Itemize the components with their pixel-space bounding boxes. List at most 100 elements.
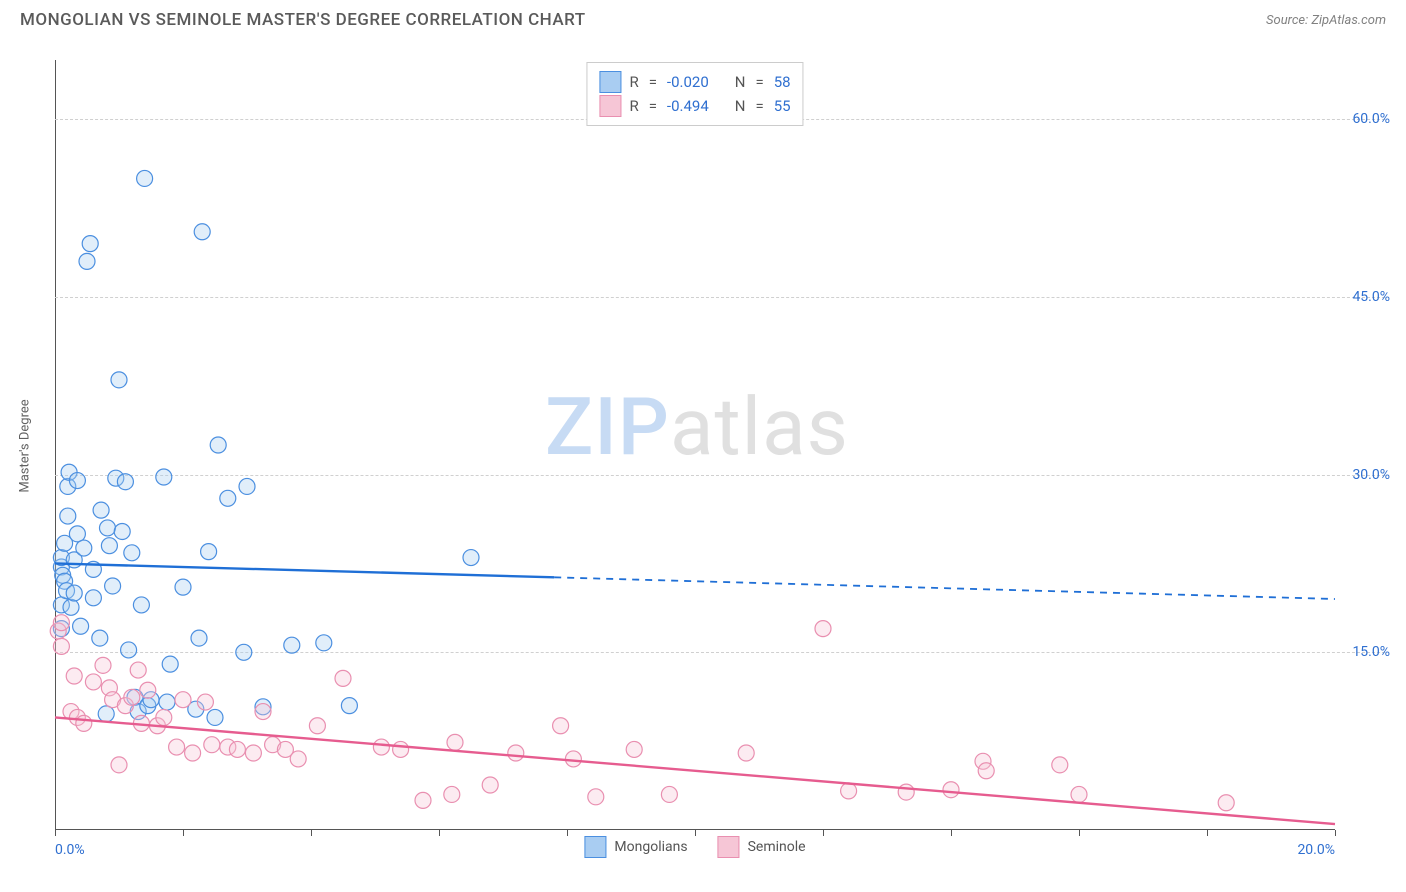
legend-swatch-1 <box>599 71 621 93</box>
scatter-point <box>137 170 153 186</box>
x-tick <box>183 830 184 836</box>
scatter-point <box>553 718 569 734</box>
scatter-point <box>284 637 300 653</box>
legend-r-value-1: -0.020 <box>667 73 709 91</box>
scatter-point <box>815 621 831 637</box>
scatter-point <box>236 644 252 660</box>
x-tick <box>311 830 312 836</box>
scatter-point <box>53 615 69 631</box>
trendline-solid <box>55 563 554 577</box>
scatter-point <box>175 692 191 708</box>
scatter-point <box>898 784 914 800</box>
scatter-point <box>373 739 389 755</box>
scatter-point <box>841 783 857 799</box>
x-tick <box>1335 830 1336 836</box>
scatter-point <box>175 579 191 595</box>
y-tick-label: 15.0% <box>1352 644 1390 660</box>
scatter-point <box>1071 786 1087 802</box>
scatter-point <box>588 789 604 805</box>
scatter-point <box>82 236 98 252</box>
scatter-point <box>245 745 261 761</box>
scatter-point <box>943 782 959 798</box>
scatter-point <box>229 741 245 757</box>
source-label: Source: <box>1266 13 1308 28</box>
source-value: ZipAtlas.com <box>1311 13 1386 28</box>
legend-r-value-2: -0.494 <box>667 97 709 115</box>
x-tick <box>1079 830 1080 836</box>
scatter-point <box>101 538 117 554</box>
x-tick <box>55 830 56 836</box>
legend-n-label: N <box>735 73 746 91</box>
scatter-point <box>626 741 642 757</box>
legend-label-mongolians: Mongolians <box>614 839 687 855</box>
scatter-point <box>124 545 140 561</box>
scatter-point <box>76 540 92 556</box>
scatter-point <box>309 718 325 734</box>
scatter-point <box>447 734 463 750</box>
legend-row-2: R= -0.494 N= 55 <box>599 95 790 117</box>
x-tick <box>1207 830 1208 836</box>
trendline-dashed <box>554 577 1335 599</box>
scatter-point <box>162 656 178 672</box>
scatter-point <box>255 704 271 720</box>
scatter-point <box>565 751 581 767</box>
scatter-point <box>85 590 101 606</box>
scatter-point <box>335 670 351 686</box>
scatter-point <box>738 745 754 761</box>
scatter-point <box>76 715 92 731</box>
y-axis-title: Master's Degree <box>18 399 33 492</box>
scatter-svg <box>55 60 1335 830</box>
scatter-point <box>239 478 255 494</box>
scatter-point <box>207 709 223 725</box>
scatter-point <box>98 706 114 722</box>
plot-area: ZIPatlas 15.0%30.0%45.0%60.0% 0.0%20.0% … <box>55 60 1335 830</box>
scatter-point <box>93 502 109 518</box>
scatter-point <box>79 253 95 269</box>
scatter-point <box>159 694 175 710</box>
scatter-point <box>341 698 357 714</box>
scatter-point <box>1218 795 1234 811</box>
scatter-point <box>194 224 210 240</box>
scatter-point <box>210 437 226 453</box>
scatter-point <box>393 741 409 757</box>
scatter-point <box>121 642 137 658</box>
legend-n-value-1: 58 <box>774 73 791 91</box>
scatter-point <box>444 786 460 802</box>
scatter-point <box>316 635 332 651</box>
scatter-point <box>140 682 156 698</box>
source-attribution: Source: ZipAtlas.com <box>1266 13 1386 28</box>
x-tick <box>823 830 824 836</box>
scatter-point <box>661 786 677 802</box>
scatter-point <box>114 523 130 539</box>
scatter-point <box>66 668 82 684</box>
scatter-point <box>117 474 133 490</box>
scatter-point <box>978 763 994 779</box>
scatter-point <box>85 674 101 690</box>
x-tick-label: 0.0% <box>55 842 85 858</box>
scatter-point <box>133 597 149 613</box>
chart-header: MONGOLIAN VS SEMINOLE MASTER'S DEGREE CO… <box>20 10 1386 30</box>
scatter-point <box>197 694 213 710</box>
scatter-point <box>290 751 306 767</box>
scatter-point <box>463 550 479 566</box>
scatter-point <box>111 757 127 773</box>
scatter-point <box>1052 757 1068 773</box>
scatter-point <box>105 578 121 594</box>
legend-n-label: N <box>735 97 746 115</box>
x-tick <box>439 830 440 836</box>
x-tick <box>567 830 568 836</box>
scatter-point <box>156 469 172 485</box>
y-tick-label: 30.0% <box>1352 467 1390 483</box>
scatter-point <box>95 657 111 673</box>
correlation-legend: R= -0.020 N= 58 R= -0.494 N= 55 <box>586 62 803 126</box>
scatter-point <box>124 689 140 705</box>
scatter-point <box>99 520 115 536</box>
scatter-point <box>220 490 236 506</box>
scatter-point <box>191 630 207 646</box>
legend-r-label: R <box>629 97 638 115</box>
legend-swatch-mongolians <box>584 836 606 858</box>
scatter-point <box>130 662 146 678</box>
scatter-point <box>53 638 69 654</box>
scatter-point <box>169 739 185 755</box>
trendline-solid <box>55 717 1335 824</box>
